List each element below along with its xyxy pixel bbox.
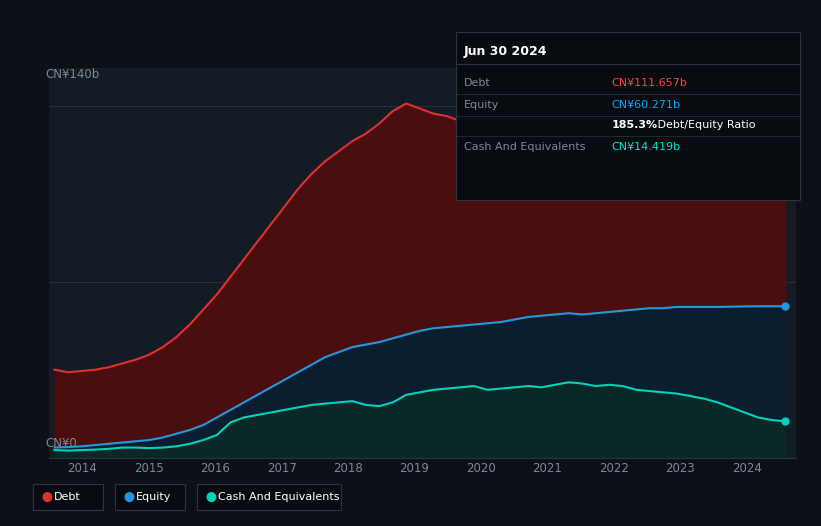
Text: Jun 30 2024: Jun 30 2024 bbox=[464, 45, 548, 58]
Text: CN¥111.657b: CN¥111.657b bbox=[612, 78, 687, 88]
Text: Cash And Equivalents: Cash And Equivalents bbox=[218, 492, 340, 502]
Text: ⬤: ⬤ bbox=[123, 492, 134, 502]
Text: CN¥140b: CN¥140b bbox=[45, 68, 100, 82]
Text: Cash And Equivalents: Cash And Equivalents bbox=[464, 142, 585, 152]
Text: CN¥0: CN¥0 bbox=[45, 437, 77, 450]
Text: Debt: Debt bbox=[54, 492, 81, 502]
Text: CN¥14.419b: CN¥14.419b bbox=[612, 142, 681, 152]
Text: Equity: Equity bbox=[136, 492, 172, 502]
Text: CN¥60.271b: CN¥60.271b bbox=[612, 100, 681, 110]
Text: Debt: Debt bbox=[464, 78, 491, 88]
Text: 185.3%: 185.3% bbox=[612, 120, 658, 130]
Text: Debt/Equity Ratio: Debt/Equity Ratio bbox=[654, 120, 756, 130]
Text: ⬤: ⬤ bbox=[41, 492, 52, 502]
Text: Equity: Equity bbox=[464, 100, 499, 110]
Text: ⬤: ⬤ bbox=[205, 492, 216, 502]
